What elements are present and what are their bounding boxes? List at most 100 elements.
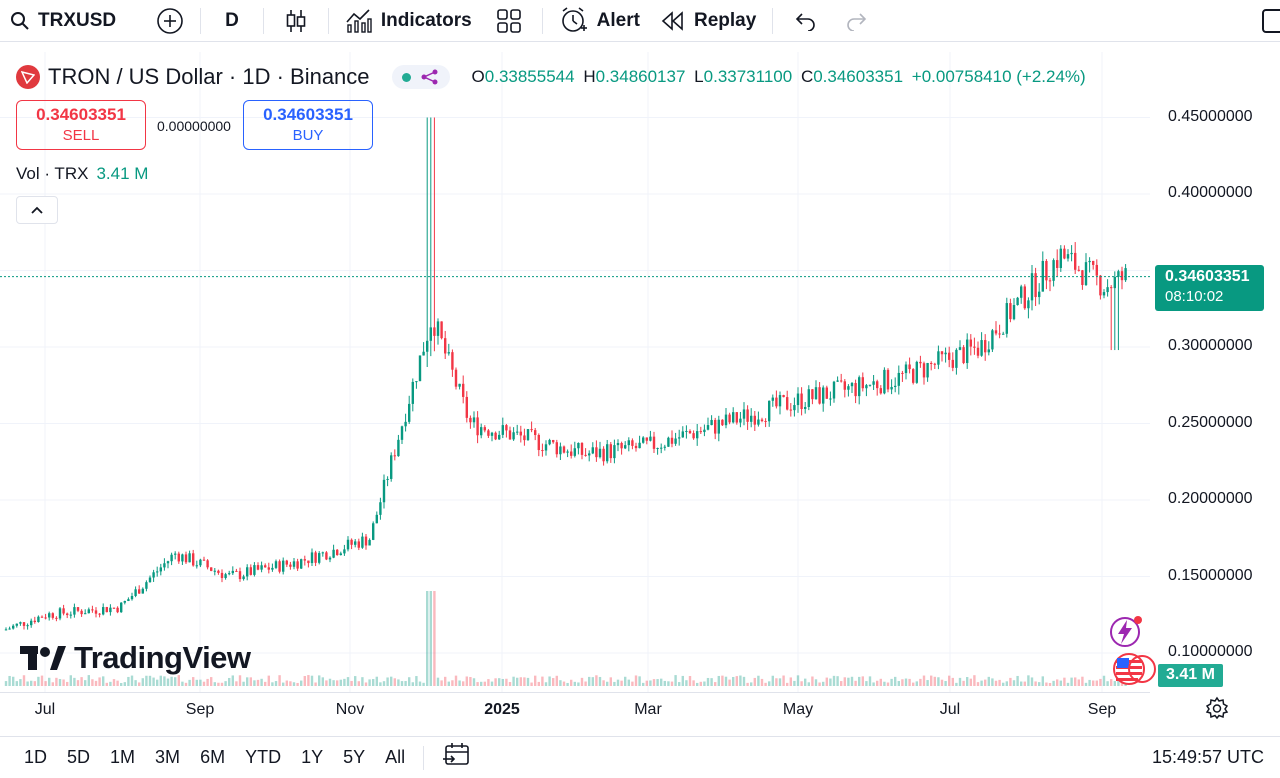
volume-bar (231, 675, 234, 686)
candle-body (768, 400, 771, 422)
collapse-legend-button[interactable] (16, 196, 58, 224)
volume-bar (714, 682, 717, 686)
chart-type-button[interactable] (270, 0, 322, 42)
range-1m[interactable]: 1M (110, 747, 136, 767)
candle-body (310, 552, 314, 564)
volume-bar (1063, 677, 1066, 686)
range-3m[interactable]: 3M (155, 747, 181, 767)
bolt-icon[interactable] (1105, 614, 1145, 650)
replay-button[interactable]: Replay (650, 0, 766, 42)
undo-button[interactable] (779, 0, 831, 42)
candle-body (786, 397, 789, 410)
candle-body (1023, 286, 1026, 309)
redo-button[interactable] (831, 0, 883, 42)
volume-bar (300, 680, 303, 686)
volume-bar (580, 677, 584, 686)
volume-bar (310, 675, 314, 686)
candle-body (886, 369, 890, 390)
range-1y[interactable]: 1Y (301, 747, 324, 767)
candle-body (782, 395, 785, 398)
rewind-icon (660, 10, 686, 31)
range-1d[interactable]: 1D (24, 747, 48, 767)
volume-bar (494, 678, 497, 686)
candle-body (1106, 287, 1109, 293)
symbol-search[interactable]: TRXUSD (0, 0, 126, 42)
tradingview-logo-icon (20, 646, 66, 670)
candle-body (652, 436, 656, 449)
volume-bar (184, 682, 188, 686)
volume-bar (274, 681, 278, 686)
indicators-button[interactable]: Indicators (335, 0, 482, 42)
volume-bar (562, 681, 566, 686)
price-axis[interactable]: 0.45000000 0.40000000 0.30000000 0.25000… (1150, 52, 1280, 728)
range-6m[interactable]: 6M (200, 747, 226, 767)
volume-bar (595, 675, 598, 686)
volume-bar (469, 676, 472, 686)
goto-date-button[interactable] (432, 742, 480, 773)
volume-bar (516, 677, 519, 686)
market-status-pill[interactable] (391, 65, 450, 89)
volume-bar (253, 680, 256, 686)
interval-button[interactable]: D (207, 0, 257, 42)
volume-bar (163, 676, 166, 686)
candle-body (8, 628, 11, 630)
candle-body (498, 434, 501, 440)
range-all[interactable]: All (385, 747, 406, 767)
candle-body (1030, 273, 1034, 301)
volume-bar (1117, 679, 1120, 686)
volume-bar (732, 676, 735, 686)
candle-body (1020, 286, 1023, 298)
candle-body (951, 359, 954, 368)
compare-button[interactable] (146, 0, 194, 42)
buy-button[interactable]: 0.34603351 BUY (243, 100, 373, 150)
volume-bar (991, 678, 994, 686)
volume-bar (501, 678, 504, 686)
candle-body (267, 567, 270, 570)
price-chart[interactable] (0, 52, 1150, 692)
candle-body (1110, 287, 1113, 289)
candle-body (148, 577, 152, 583)
volume-bar (1070, 677, 1073, 686)
volume-bar (375, 676, 378, 686)
candle-body (883, 369, 886, 394)
volume-bar (48, 677, 51, 686)
candle-body (220, 572, 224, 579)
candle-body (750, 415, 753, 422)
candle-body (152, 572, 155, 578)
candle-body (678, 437, 681, 439)
volume-bar (404, 681, 407, 686)
search-icon (10, 11, 30, 31)
candle-body (314, 552, 317, 563)
range-ytd[interactable]: YTD (245, 747, 282, 767)
tradingview-logo[interactable]: TradingView (20, 640, 251, 676)
candle-body (483, 427, 486, 431)
candle-body (631, 440, 634, 446)
volume-bar (508, 682, 512, 686)
candle-body (1016, 297, 1019, 306)
sell-button[interactable]: 0.34603351 SELL (16, 100, 146, 150)
candle-body (930, 362, 933, 364)
time-axis[interactable]: Jul Sep Nov 2025 Mar May Jul Sep (0, 692, 1150, 728)
candle-body (775, 397, 778, 407)
candle-body (1059, 248, 1062, 268)
alert-button[interactable]: Alert (549, 0, 650, 42)
templates-button[interactable] (482, 0, 536, 42)
volume-bar (973, 675, 976, 686)
volume-value: 3.41 M (96, 164, 149, 183)
candle-body (836, 380, 839, 382)
volume-bar (1059, 680, 1062, 686)
candle-body (116, 607, 119, 613)
volume-bar (134, 680, 137, 686)
range-5y[interactable]: 5Y (343, 747, 366, 767)
utc-clock[interactable]: 15:49:57 UTC (1151, 747, 1264, 767)
candle-body (854, 383, 857, 397)
candle-body (822, 387, 825, 404)
volume-bar (717, 675, 720, 686)
settings-gear-icon[interactable] (1205, 696, 1229, 720)
range-5d[interactable]: 5D (67, 747, 91, 767)
chart-panel[interactable]: TRON / US Dollar · 1D · Binance O0.33855… (0, 52, 1280, 728)
volume-bar (289, 681, 292, 686)
sell-label: SELL (62, 127, 100, 144)
panel-toggle-icon[interactable] (1262, 9, 1280, 33)
candle-body (411, 381, 414, 404)
